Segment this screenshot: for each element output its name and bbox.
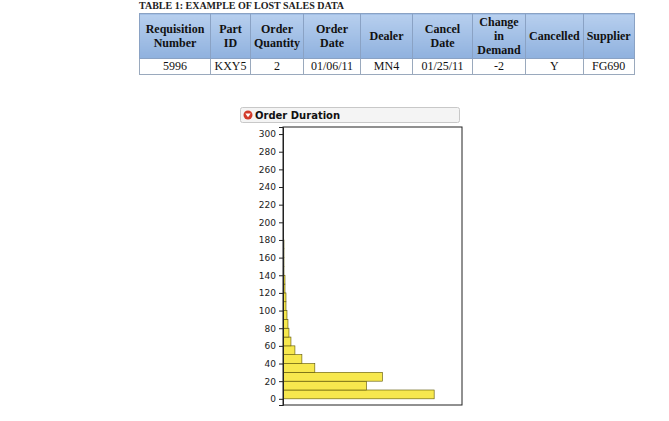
tick: 100 bbox=[259, 306, 283, 316]
histogram-bar bbox=[283, 364, 315, 373]
table-cell: 2 bbox=[251, 59, 304, 75]
header-row: Requisition NumberPart IDOrder QuantityO… bbox=[140, 14, 635, 59]
plot-frame bbox=[283, 127, 462, 405]
tick: 0 bbox=[270, 394, 283, 404]
tick: 180 bbox=[259, 235, 283, 245]
table-cell: 01/25/11 bbox=[413, 59, 473, 75]
tick-mark bbox=[279, 134, 283, 135]
tick: 80 bbox=[265, 324, 283, 334]
tick-mark bbox=[279, 240, 283, 241]
data-table: Requisition NumberPart IDOrder QuantityO… bbox=[139, 13, 635, 75]
tick-mark bbox=[279, 258, 283, 259]
tick-mark bbox=[279, 222, 283, 223]
column-header: Order Date bbox=[304, 14, 361, 59]
tick-mark bbox=[279, 169, 283, 170]
tick-label: 40 bbox=[265, 359, 277, 369]
histogram-bar bbox=[283, 381, 367, 390]
table-cell: MN4 bbox=[361, 59, 413, 75]
table-cell: 01/06/11 bbox=[304, 59, 361, 75]
tick-mark bbox=[279, 275, 283, 276]
column-header: Order Quantity bbox=[251, 14, 304, 59]
tick: 240 bbox=[259, 182, 283, 192]
tick-label: 180 bbox=[259, 235, 276, 245]
column-header: Dealer bbox=[361, 14, 413, 59]
tick-label: 220 bbox=[259, 200, 276, 210]
tick-label: 100 bbox=[259, 306, 276, 316]
tick-label: 260 bbox=[259, 165, 276, 175]
menu-icon[interactable] bbox=[244, 111, 253, 120]
histogram-bar bbox=[283, 390, 434, 399]
tick-label: 0 bbox=[270, 394, 276, 404]
tick-label: 240 bbox=[259, 182, 276, 192]
histogram-bar bbox=[283, 346, 295, 355]
tick: 60 bbox=[265, 341, 283, 351]
axis-line bbox=[279, 128, 284, 406]
table-cell: -2 bbox=[473, 59, 526, 75]
tick-mark bbox=[279, 364, 283, 365]
tick-mark bbox=[279, 187, 283, 188]
column-header: Part ID bbox=[211, 14, 251, 59]
tick-label: 160 bbox=[259, 253, 276, 263]
tick: 120 bbox=[259, 288, 283, 298]
tick-mark bbox=[279, 152, 283, 153]
column-header: Supplier bbox=[583, 14, 634, 59]
column-header: Requisition Number bbox=[140, 14, 211, 59]
tick-label: 80 bbox=[265, 324, 277, 334]
tick-mark bbox=[279, 381, 283, 382]
histogram-bar bbox=[283, 355, 302, 364]
tick: 280 bbox=[259, 147, 283, 157]
histogram-bar bbox=[283, 372, 382, 381]
chart-title: Order Duration bbox=[255, 110, 340, 121]
tick: 300 bbox=[259, 129, 283, 139]
tick-label: 20 bbox=[265, 377, 277, 387]
column-header: Cancelled bbox=[526, 14, 584, 59]
tick-mark bbox=[279, 311, 283, 312]
tick-label: 140 bbox=[259, 271, 276, 281]
tick: 20 bbox=[265, 377, 283, 387]
tick: 140 bbox=[259, 271, 283, 281]
menu-icon-arrow bbox=[245, 114, 250, 118]
bars bbox=[283, 240, 434, 399]
tick-mark bbox=[279, 399, 283, 400]
tick-mark bbox=[279, 346, 283, 347]
tick-label: 300 bbox=[259, 129, 276, 139]
title-bar bbox=[241, 108, 460, 123]
column-header: Change in Demand bbox=[473, 14, 526, 59]
tick: 220 bbox=[259, 200, 283, 210]
table-title: TABLE 1: EXAMPLE OF LOST SALES DATA bbox=[139, 0, 344, 11]
y-axis: 0 20 40 60 80 100 120 140 160 180 200 220 240 260 280 3… bbox=[259, 128, 284, 406]
table-row: 5996KXY5201/06/11MN401/25/11-2YFG690 bbox=[140, 59, 635, 75]
tick: 160 bbox=[259, 253, 283, 263]
column-header: Cancel Date bbox=[413, 14, 473, 59]
tick-label: 200 bbox=[259, 218, 276, 228]
tick-label: 280 bbox=[259, 147, 276, 157]
table-cell: FG690 bbox=[583, 59, 634, 75]
table-cell: 5996 bbox=[140, 59, 211, 75]
table-cell: KXY5 bbox=[211, 59, 251, 75]
tick-label: 60 bbox=[265, 341, 277, 351]
tick-mark bbox=[279, 205, 283, 206]
histogram-bar bbox=[283, 337, 291, 346]
tick-mark bbox=[279, 328, 283, 329]
tick: 200 bbox=[259, 218, 283, 228]
tick-mark bbox=[279, 293, 283, 294]
table-cell: Y bbox=[526, 59, 584, 75]
tick: 260 bbox=[259, 165, 283, 175]
tick-label: 120 bbox=[259, 288, 276, 298]
tick: 40 bbox=[265, 359, 283, 369]
